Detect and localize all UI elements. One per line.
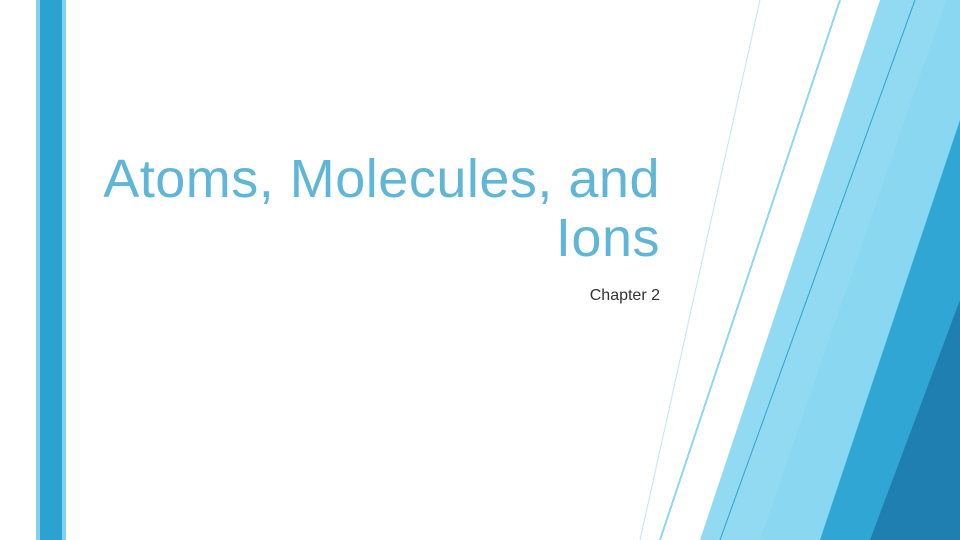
slide: Atoms, Molecules, and Ions Chapter 2 [0, 0, 960, 540]
slide-title: Atoms, Molecules, and Ions [100, 150, 660, 269]
left-accent-band [36, 0, 66, 540]
left-band-svg [36, 0, 66, 540]
title-block: Atoms, Molecules, and Ions Chapter 2 [100, 150, 660, 305]
slide-subtitle: Chapter 2 [100, 287, 660, 305]
